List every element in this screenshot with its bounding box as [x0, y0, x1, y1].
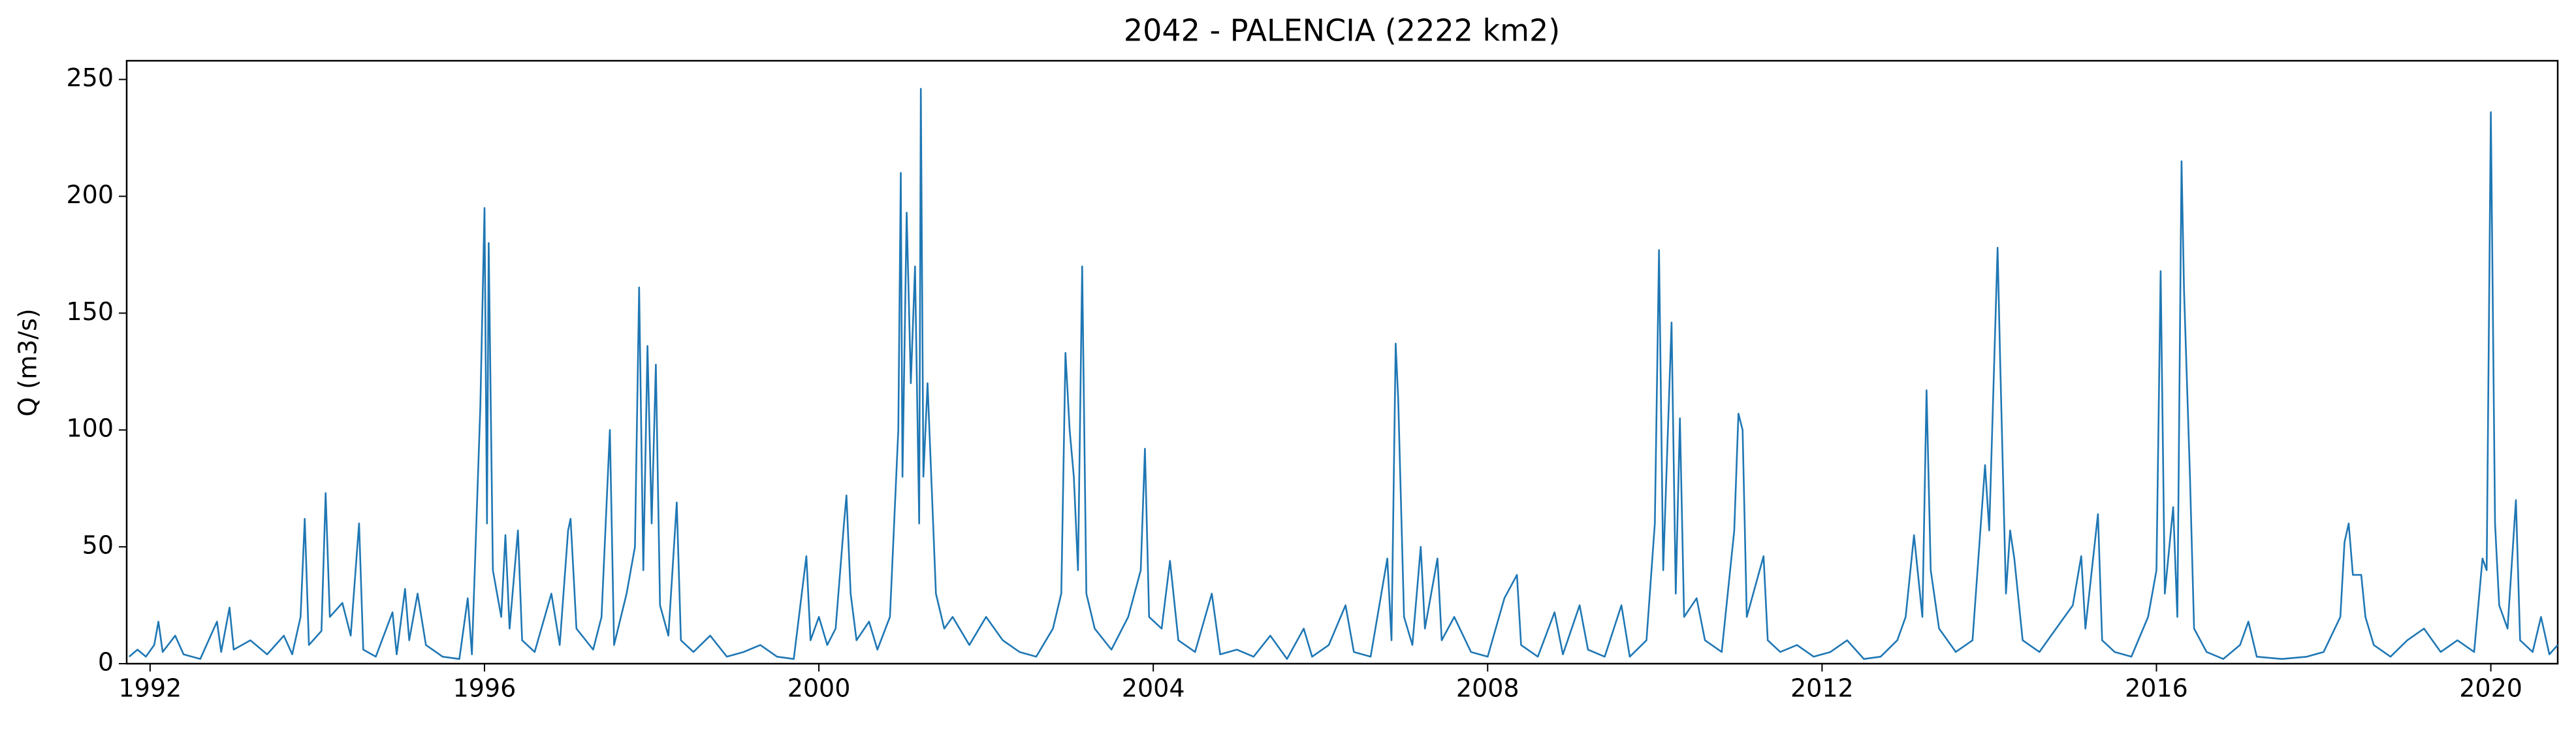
x-tick-label: 1992: [118, 674, 182, 703]
x-tick-label: 2012: [1790, 674, 1854, 703]
x-tick-label: 2004: [1122, 674, 1185, 703]
y-tick-label: 0: [98, 648, 114, 677]
x-tick-label: 2008: [1456, 674, 1519, 703]
y-axis-label: Q (m3/s): [14, 308, 42, 416]
x-tick-label: 1996: [453, 674, 517, 703]
axes-frame: [125, 59, 2559, 665]
y-tick-label: 250: [66, 63, 114, 92]
chart-title: 2042 - PALENCIA (2222 km2): [1124, 13, 1560, 48]
x-tick-label: 2020: [2459, 674, 2522, 703]
x-tick-label: 2000: [787, 674, 851, 703]
data-line: [128, 88, 2558, 660]
y-tick-label: 150: [66, 297, 114, 326]
y-tick-label: 50: [82, 531, 114, 560]
x-tick-label: 2016: [2125, 674, 2188, 703]
y-tick-label: 100: [66, 414, 114, 443]
y-tick-label: 200: [66, 180, 114, 209]
